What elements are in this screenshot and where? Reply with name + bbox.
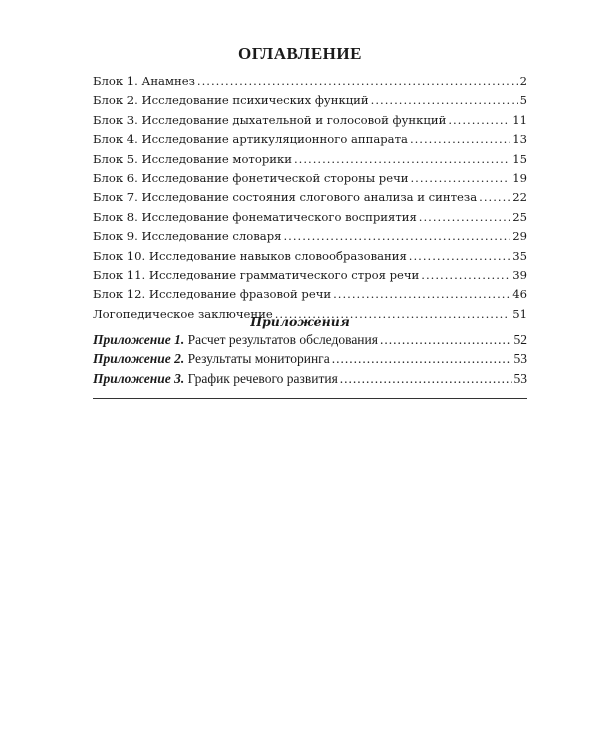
dot-leader (332, 351, 512, 367)
toc-entry: Блок 4. Исследование артикуляционного ап… (93, 132, 527, 151)
entry-page: 29 (512, 229, 527, 244)
entry-page: 5 (519, 93, 527, 108)
entry-page: 19 (512, 170, 527, 185)
dot-leader (479, 190, 510, 204)
entry-label: Блок 12. Исследование фразовой речи (93, 287, 332, 302)
toc-entry: Блок 5. Исследование моторики 15 (93, 152, 527, 171)
entry-label: Блок 5. Исследование моторики (93, 151, 292, 166)
dot-leader (380, 332, 512, 348)
entry-label: Блок 7. Исследование состояния слогового… (93, 190, 478, 205)
toc-entry: Блок 10. Исследование навыков словообраз… (93, 249, 527, 268)
entry-page: 15 (512, 151, 527, 166)
entry-page: 51 (512, 306, 527, 321)
toc-entry: Логопедическое заключение 51 (93, 307, 527, 326)
appendix-page: 52 (513, 332, 528, 347)
entry-page: 2 (519, 74, 527, 88)
entry-page: 13 (512, 132, 527, 147)
entry-label: Логопедическое заключение (93, 306, 273, 321)
entry-label: Блок 4. Исследование артикуляционного ап… (93, 132, 408, 147)
dot-leader (294, 152, 510, 166)
entry-label: Блок 2. Исследование психических функций (93, 93, 369, 108)
entry-page: 39 (512, 267, 527, 282)
appendix-label: Результаты мониторинга (184, 351, 330, 367)
toc-entry: Блок 2. Исследование психических функций… (93, 93, 527, 112)
appendix-label: График речевого развития (184, 370, 338, 386)
entry-page: 11 (512, 112, 527, 127)
dot-leader (197, 74, 518, 88)
entry-label: Блок 6. Исследование фонетической сторон… (93, 170, 409, 185)
toc-entry: Блок 11. Исследование грамматического ст… (93, 268, 527, 287)
appendix-page: 53 (513, 370, 528, 386)
dot-leader (410, 132, 510, 146)
appendix-prefix: Приложение 3. (93, 370, 185, 386)
entry-page: 25 (512, 209, 527, 224)
dot-leader (283, 229, 510, 243)
entry-label: Блок 9. Исследование словаря (93, 229, 282, 244)
appendix-label: Расчет результатов обследования (184, 332, 378, 347)
divider-line (93, 398, 527, 399)
toc-entry: Блок 12. Исследование фразовой речи 46 (93, 287, 527, 306)
toc-entry: Блок 1. Анамнез 2 (93, 74, 527, 93)
dot-leader (371, 93, 518, 107)
entry-label: Блок 3. Исследование дыхательной и голос… (93, 112, 447, 127)
appendix-page: 53 (513, 351, 528, 367)
toc-entry: Блок 6. Исследование фонетической сторон… (93, 171, 527, 190)
dot-leader (333, 287, 510, 301)
dot-leader (340, 371, 512, 387)
dot-leader (448, 113, 510, 127)
toc-entry: Блок 9. Исследование словаря 29 (93, 229, 527, 248)
entry-label: Блок 8. Исследование фонематического вос… (93, 209, 417, 224)
entry-label: Блок 1. Анамнез (93, 74, 195, 88)
toc-entry: Блок 8. Исследование фонематического вос… (93, 210, 527, 229)
toc-entry: Блок 3. Исследование дыхательной и голос… (93, 113, 527, 132)
dot-leader (409, 249, 510, 263)
appendix-entry: Приложение 2. Результаты мониторинга 53 (93, 351, 527, 370)
dot-leader (410, 171, 510, 185)
entry-label: Блок 10. Исследование навыков словообраз… (93, 248, 407, 263)
entry-page: 22 (512, 190, 527, 205)
entry-label: Блок 11. Исследование грамматического ст… (93, 267, 420, 282)
dot-leader (421, 268, 510, 282)
appendix-entry: Приложение 3. График речевого развития 53 (93, 371, 527, 390)
page-title: ОГЛАВЛЕНИЕ (238, 44, 362, 63)
toc-entry: Блок 7. Исследование состояния слогового… (93, 190, 527, 209)
appendix-prefix: Приложение 1. (93, 332, 185, 347)
appendix-list: Приложение 1. Расчет результатов обследо… (93, 332, 527, 390)
entry-page: 35 (512, 248, 527, 263)
dot-leader (419, 210, 510, 224)
entry-page: 46 (512, 287, 527, 302)
appendix-prefix: Приложение 2. (93, 351, 185, 367)
appendix-entry: Приложение 1. Расчет результатов обследо… (93, 332, 527, 351)
toc-list: Блок 1. Анамнез 2 Блок 2. Исследование пс… (93, 74, 527, 326)
appendices-heading: Приложения (250, 314, 350, 329)
